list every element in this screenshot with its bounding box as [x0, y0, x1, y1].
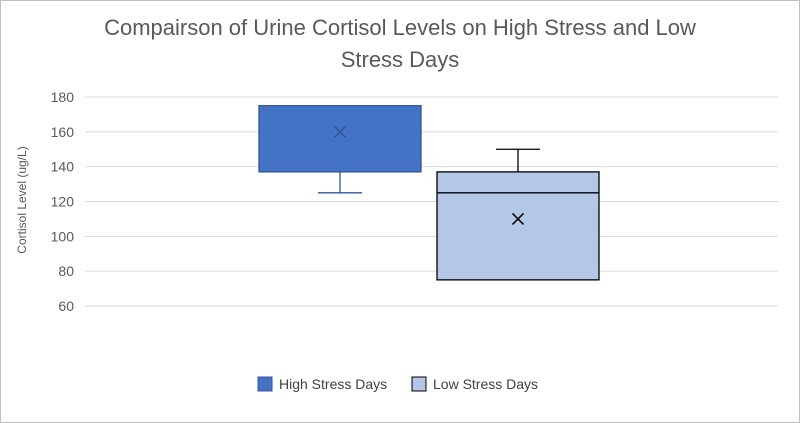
y-tick-label: 180	[51, 89, 75, 105]
y-tick-label: 160	[51, 124, 75, 140]
y-tick-label: 140	[51, 159, 75, 175]
chart-title-line-2: Stress Days	[340, 47, 460, 72]
box-body	[258, 105, 422, 173]
chart-title: Compairson of Urine Cortisol Levels on H…	[0, 12, 800, 76]
y-tick-label: 120	[51, 194, 75, 210]
box-high-stress	[258, 105, 422, 194]
gridlines	[85, 96, 778, 307]
legend-swatch	[411, 376, 427, 392]
boxes	[258, 105, 600, 281]
mean-marker	[333, 125, 347, 138]
y-axis-ticks: 60 80 100 120 140 160 180	[51, 89, 75, 314]
y-tick-label: 80	[58, 263, 74, 279]
y-tick-label: 100	[51, 228, 75, 244]
chart-title-line-1: Compairson of Urine Cortisol Levels on H…	[104, 15, 696, 40]
legend: High Stress Days Low Stress Days	[257, 376, 538, 392]
y-tick-label: 60	[58, 298, 74, 314]
legend-item: High Stress Days	[257, 376, 387, 392]
legend-item: Low Stress Days	[411, 376, 538, 392]
y-axis-title: Cortisol Level (ug/L)	[15, 146, 29, 253]
legend-label: Low Stress Days	[433, 376, 538, 392]
box-low-stress	[436, 148, 600, 281]
mean-marker	[511, 212, 525, 225]
legend-swatch	[257, 376, 273, 392]
legend-label: High Stress Days	[279, 376, 387, 392]
box-body	[436, 171, 600, 281]
